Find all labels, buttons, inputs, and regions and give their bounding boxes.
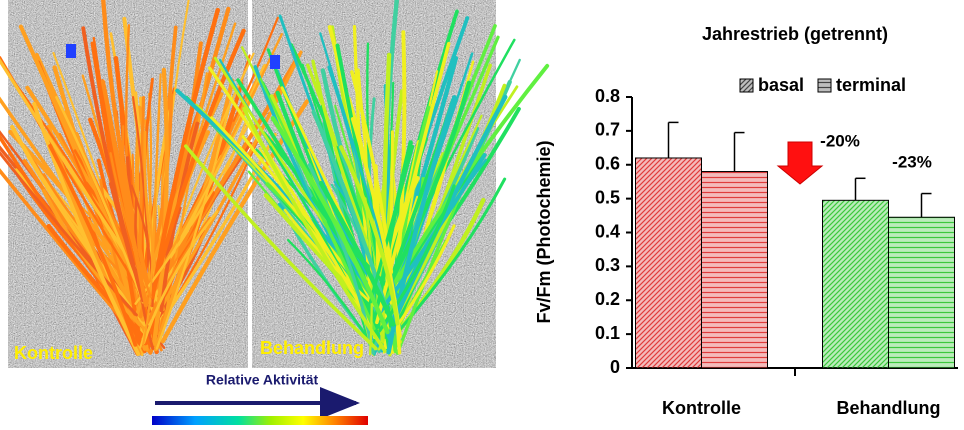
bar [822, 199, 889, 369]
needle [270, 116, 390, 335]
legend-label: terminal [836, 75, 906, 95]
needle [155, 105, 231, 350]
y-tick-label: 0.2 [595, 289, 620, 309]
needle [317, 209, 376, 331]
annotation: -23% [892, 152, 932, 171]
needle [380, 80, 472, 299]
bar [635, 157, 702, 369]
needle [318, 180, 396, 327]
y-tick-label: 0.6 [595, 154, 620, 174]
needle-strokes [0, 0, 550, 357]
image-label: Kontrolle [14, 343, 93, 363]
x-tick-label: Kontrolle [662, 398, 741, 418]
chart-title: Jahrestrieb (getrennt) [702, 24, 888, 44]
needle [149, 28, 246, 300]
legend-label: basal [758, 75, 804, 95]
y-tick-label: 0.5 [595, 187, 620, 207]
needle [48, 144, 138, 347]
y-tick-label: 0.1 [595, 323, 620, 343]
y-tick-label: 0.3 [595, 255, 620, 275]
needle [81, 26, 146, 303]
needle [147, 194, 217, 301]
needle [368, 144, 415, 304]
image-label: Behandlung [260, 338, 364, 358]
needle [207, 66, 374, 328]
colorbar-label: Relative Aktivität [206, 372, 319, 388]
needle [160, 50, 303, 309]
annotation: -20% [820, 131, 860, 150]
bar [888, 216, 955, 369]
bar [701, 171, 768, 369]
y-axis-label: Fv/Fm (Photochemie) [534, 140, 554, 323]
y-tick-label: 0 [610, 357, 620, 377]
needle [311, 109, 388, 310]
needle [142, 210, 219, 345]
needle [0, 150, 138, 317]
needle [184, 144, 378, 351]
needle [100, 79, 149, 308]
annotation-arrow [776, 141, 824, 185]
needle [32, 101, 141, 356]
needle [55, 95, 145, 304]
marker-dot [66, 44, 76, 58]
needle [142, 209, 154, 346]
needle [339, 145, 400, 326]
colorbar [152, 416, 368, 425]
legend-swatch [739, 78, 754, 93]
x-tick-label: Behandlung [837, 398, 941, 418]
needle [109, 152, 152, 298]
needle [101, 0, 155, 307]
y-tick-label: 0.4 [595, 221, 620, 241]
needle [242, 106, 387, 353]
needle [307, 162, 375, 355]
needle [10, 124, 147, 327]
legend-swatch [817, 78, 832, 93]
needle [161, 72, 209, 336]
y-tick-label: 0.8 [595, 86, 620, 106]
marker-dot [270, 55, 280, 69]
needle [375, 41, 451, 325]
y-tick-label: 0.7 [595, 120, 620, 140]
